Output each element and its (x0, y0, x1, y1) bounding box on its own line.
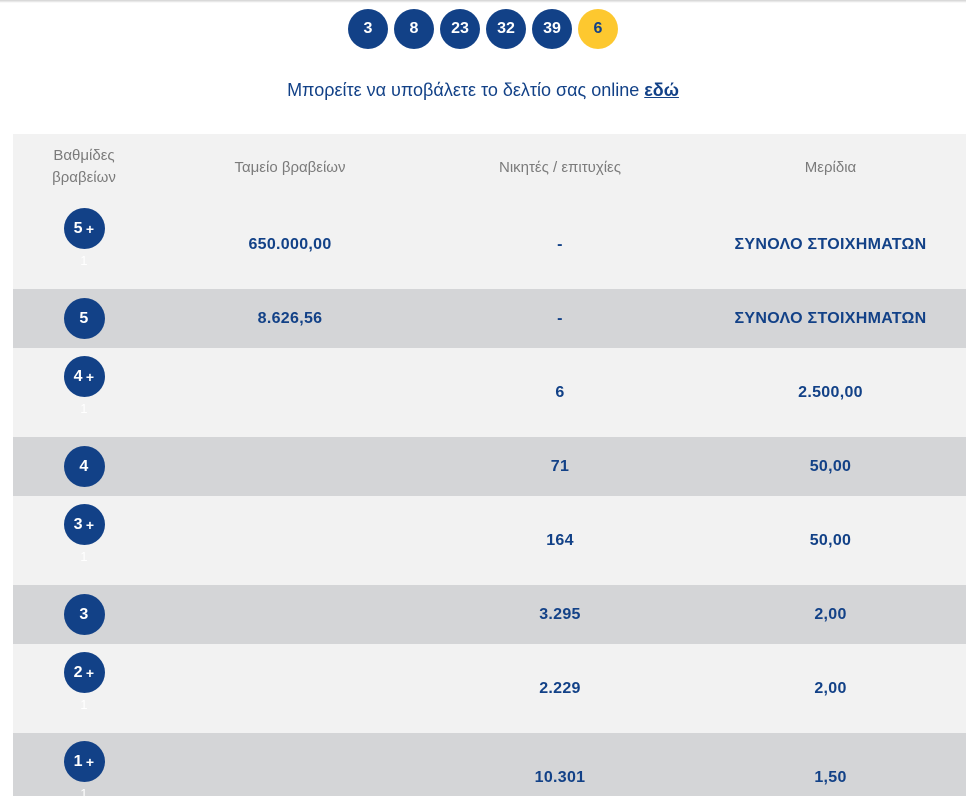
table-row: 5 + 1 650.000,00 - ΣΥΝΟΛΟ ΣΤΟΙΧΗΜΑΤΩΝ (13, 200, 966, 289)
top-shadow (0, 0, 966, 3)
table-row: 2 + 1 2.229 2,00 (13, 644, 966, 733)
tier-sub-number: 1 (80, 401, 88, 416)
tier-cell: 2 + 1 (13, 644, 155, 733)
tier-cell: 5 + 1 (13, 200, 155, 289)
share-value: ΣΥΝΟΛΟ ΣΤΟΙΧΗΜΑΤΩΝ (734, 235, 927, 253)
header-tier: Βαθμίδες βραβείων (52, 147, 116, 186)
tier-cell: 5 (13, 298, 155, 339)
table-row: 3 3.295 2,00 (13, 585, 966, 644)
submit-online-text: Μπορείτε να υποβάλετε το δελτίο σας onli… (0, 80, 966, 101)
tier-cell: 4 (13, 446, 155, 487)
table-header: Βαθμίδες βραβείων Ταμείο βραβείων Νικητέ… (13, 134, 966, 200)
tier-sub-number: 1 (80, 549, 88, 564)
tier-cell: 4 + 1 (13, 348, 155, 437)
table-row: 5 8.626,56 - ΣΥΝΟΛΟ ΣΤΟΙΧΗΜΑΤΩΝ (13, 289, 966, 348)
tier-ball: 5 + (63, 208, 105, 249)
tier-cell: 3 (13, 594, 155, 635)
table-row: 3 + 1 164 50,00 (13, 496, 966, 585)
submit-online-link[interactable]: εδώ (644, 80, 679, 100)
prize-fund: 650.000,00 (248, 235, 332, 253)
prize-fund: 8.626,56 (257, 309, 323, 327)
table-row: 4 + 1 6 2.500,00 (13, 348, 966, 437)
share-value: ΣΥΝΟΛΟ ΣΤΟΙΧΗΜΑΤΩΝ (734, 309, 927, 327)
share-value: 50,00 (809, 457, 852, 475)
header-winners: Νικητές / επιτυχίες (499, 158, 621, 176)
share-value: 2,00 (814, 605, 847, 623)
tier-ball: 3 + (63, 504, 105, 545)
header-fund: Ταμείο βραβείων (234, 158, 346, 176)
prize-table: Βαθμίδες βραβείων Ταμείο βραβείων Νικητέ… (13, 134, 966, 796)
tier-cell: 1 + 1 (13, 733, 155, 796)
winners-count: 3.295 (539, 605, 581, 623)
winners-count: 164 (546, 531, 574, 549)
tier-sub-number: 1 (80, 786, 88, 796)
table-row: 1 + 1 10.301 1,50 (13, 733, 966, 796)
tier-ball: 2 + (63, 652, 105, 693)
winners-count: - (557, 309, 563, 327)
tier-ball: 5 (63, 298, 105, 339)
tier-ball: 1 + (63, 741, 105, 782)
share-value: 2,00 (814, 679, 847, 697)
tier-ball: 4 + (63, 356, 105, 397)
winners-count: 10.301 (534, 768, 586, 786)
bonus-ball: 6 (578, 9, 618, 49)
tier-sub-number: 1 (80, 253, 88, 268)
number-ball: 39 (532, 9, 572, 49)
submit-online-label: Μπορείτε να υποβάλετε το δελτίο σας onli… (287, 80, 640, 100)
share-value: 1,50 (814, 768, 847, 786)
winners-count: 71 (550, 457, 570, 475)
tier-sub-number: 1 (80, 697, 88, 712)
share-value: 2.500,00 (798, 383, 863, 401)
table-row: 4 71 50,00 (13, 437, 966, 496)
tier-ball: 4 (63, 446, 105, 487)
tier-cell: 3 + 1 (13, 496, 155, 585)
tier-ball: 3 (63, 594, 105, 635)
number-ball: 23 (440, 9, 480, 49)
number-ball: 8 (394, 9, 434, 49)
winners-count: - (557, 235, 563, 253)
winners-count: 2.229 (539, 679, 581, 697)
share-value: 50,00 (809, 531, 852, 549)
number-ball: 32 (486, 9, 526, 49)
header-share: Μερίδια (804, 158, 857, 176)
number-ball: 3 (348, 9, 388, 49)
drawn-numbers: 3 8 23 32 39 6 (0, 9, 966, 49)
winners-count: 6 (555, 383, 565, 401)
